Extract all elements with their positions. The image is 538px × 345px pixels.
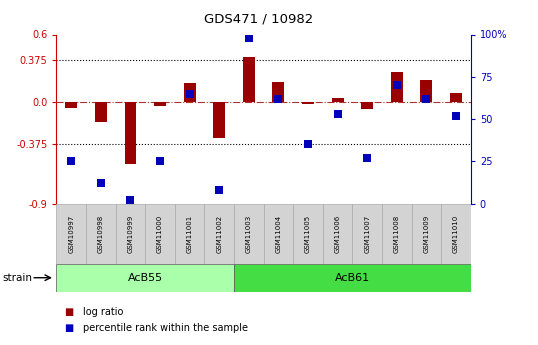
Bar (124, 102, 136, 164)
Bar (391, 72, 402, 102)
Text: GSM11002: GSM11002 (216, 215, 222, 253)
Bar (420, 80, 432, 102)
Bar (95, 102, 107, 122)
Point (96, 180, 105, 186)
Point (126, 197, 134, 203)
Bar (116, 204, 145, 264)
Text: AcB61: AcB61 (335, 273, 370, 283)
Point (422, 96, 430, 101)
Bar (234, 264, 471, 292)
Bar (450, 93, 462, 102)
Text: percentile rank within the sample: percentile rank within the sample (83, 324, 249, 333)
Point (392, 82, 401, 88)
Point (155, 159, 164, 164)
Bar (441, 204, 471, 264)
Bar (175, 204, 204, 264)
Text: strain: strain (3, 273, 33, 283)
Text: GSM11003: GSM11003 (246, 215, 252, 253)
Bar (352, 204, 382, 264)
Point (185, 91, 194, 97)
Point (274, 96, 282, 101)
Text: GSM11005: GSM11005 (305, 215, 311, 253)
Bar (234, 204, 264, 264)
Text: GDS471 / 10982: GDS471 / 10982 (203, 12, 313, 25)
Text: GSM11000: GSM11000 (157, 215, 163, 253)
Bar (302, 102, 314, 105)
Text: GSM11010: GSM11010 (453, 215, 459, 253)
Bar (154, 102, 166, 106)
Point (333, 111, 342, 117)
Text: ■: ■ (65, 307, 74, 317)
Bar (293, 204, 323, 264)
Bar (145, 204, 175, 264)
Bar (56, 264, 234, 292)
Bar (56, 204, 86, 264)
Text: GSM10997: GSM10997 (68, 215, 74, 253)
Text: log ratio: log ratio (83, 307, 124, 317)
Bar (183, 83, 195, 102)
Text: GSM10999: GSM10999 (128, 215, 133, 253)
Bar (331, 98, 343, 102)
Bar (65, 102, 77, 108)
Point (215, 187, 223, 193)
Point (451, 113, 460, 118)
Point (67, 159, 75, 164)
Text: GSM11008: GSM11008 (394, 215, 400, 253)
Text: GSM11001: GSM11001 (187, 215, 193, 253)
Text: GSM10998: GSM10998 (98, 215, 104, 253)
Point (244, 35, 253, 41)
Bar (264, 204, 293, 264)
Point (363, 155, 371, 161)
Bar (204, 204, 234, 264)
Bar (382, 204, 412, 264)
Text: ■: ■ (65, 324, 74, 333)
Text: GSM11009: GSM11009 (423, 215, 429, 253)
Text: GSM11004: GSM11004 (275, 215, 281, 253)
Bar (323, 204, 352, 264)
Point (303, 141, 312, 147)
Text: GSM11007: GSM11007 (364, 215, 370, 253)
Bar (86, 204, 116, 264)
Bar (243, 57, 254, 102)
Bar (272, 82, 284, 102)
Text: GSM11006: GSM11006 (335, 215, 341, 253)
Text: AcB55: AcB55 (128, 273, 163, 283)
Bar (412, 204, 441, 264)
Bar (213, 102, 225, 138)
Bar (361, 102, 373, 109)
